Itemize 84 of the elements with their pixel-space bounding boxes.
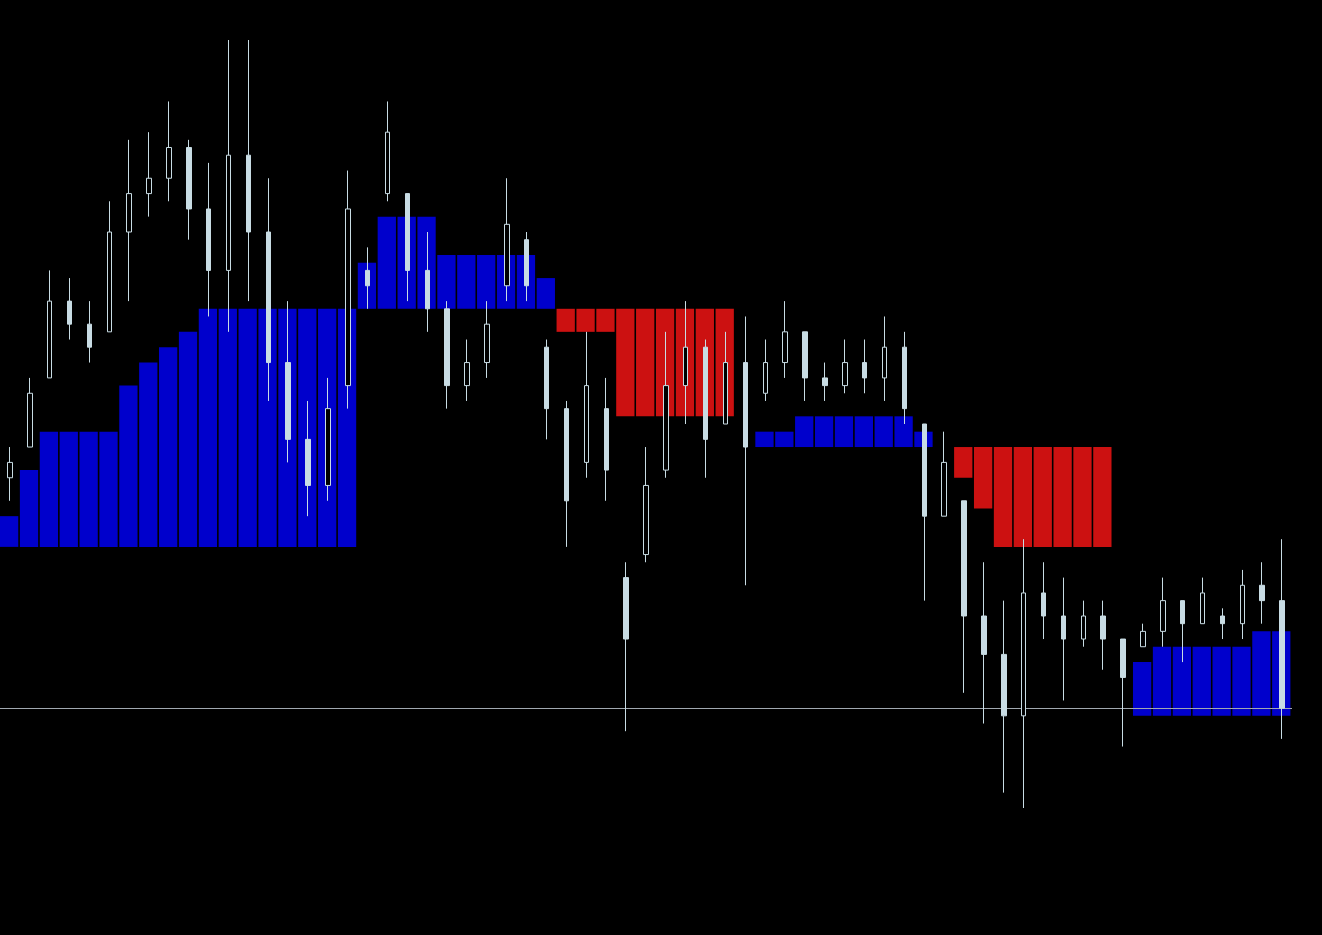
bar [993,447,1013,547]
candlestick [961,500,967,694]
bar [477,255,496,309]
candlestick [1001,600,1007,794]
candlestick [266,177,271,402]
candlestick [206,162,211,317]
candlestick [1081,600,1086,648]
bar [1152,646,1172,716]
candlestick [1100,600,1106,671]
candlestick [604,377,609,502]
bar [39,431,59,547]
candlestick [464,339,470,402]
bar [854,416,873,448]
bar [377,216,396,309]
bar [954,447,973,478]
bar [218,308,237,547]
candlestick [782,300,788,379]
candlestick [405,193,410,302]
candlestick [564,400,569,548]
candlestick [146,131,152,218]
candlestick [1061,577,1066,701]
candlestick [643,446,649,563]
candlestick [862,339,867,394]
candlestick [941,431,947,517]
bar [19,470,39,547]
candlestick [981,561,987,725]
candlestick [504,177,510,302]
bar [1013,447,1033,547]
candlestick [484,300,490,379]
candlestick [345,170,351,410]
candlestick [663,331,669,479]
bar [834,416,854,448]
candlestick [623,561,629,732]
candlestick [882,315,887,402]
bar [795,416,814,448]
candlestick [1021,538,1026,809]
candlestick [1259,561,1265,625]
candlestick [1180,600,1185,663]
candlestick [305,400,311,517]
bar [0,516,19,547]
candlestick [524,231,529,302]
candlestick [902,331,907,425]
candlestick [1041,561,1046,640]
candlestick [1160,577,1166,648]
candlestick [27,377,33,448]
candlestick [166,100,172,202]
candlestick [385,100,390,202]
bar [198,308,218,547]
candlestick [7,446,13,502]
candlestick [325,377,331,502]
candlestick [1120,638,1126,748]
candlestick [47,269,52,379]
candlestick [1140,623,1146,648]
candlestick [1240,569,1245,640]
bar [636,308,655,417]
candlestick [126,139,132,302]
bar [59,431,78,547]
candlestick [67,277,72,341]
candlestick [584,331,589,479]
bar [814,416,834,448]
candlestick [802,331,808,402]
candlestick [1220,607,1225,640]
candlestick [246,39,251,302]
bar [1172,646,1192,716]
candlestick [763,339,768,402]
bar [159,347,178,547]
candlestick [186,139,192,241]
candlestick [842,339,848,394]
candlestick [425,231,430,333]
candlestick [703,339,708,479]
candlestick [87,300,92,364]
candlestick [544,339,549,440]
candlestick [107,200,112,333]
candlestick [226,39,231,333]
bar [1132,662,1152,716]
bar [178,331,198,547]
candlestick [723,331,728,425]
candlestick [285,300,291,463]
candlestick [822,362,828,402]
candlestick [743,315,748,586]
candlestick [1200,577,1205,625]
bar [536,278,555,309]
candlestick [444,300,450,410]
bar [973,447,993,509]
